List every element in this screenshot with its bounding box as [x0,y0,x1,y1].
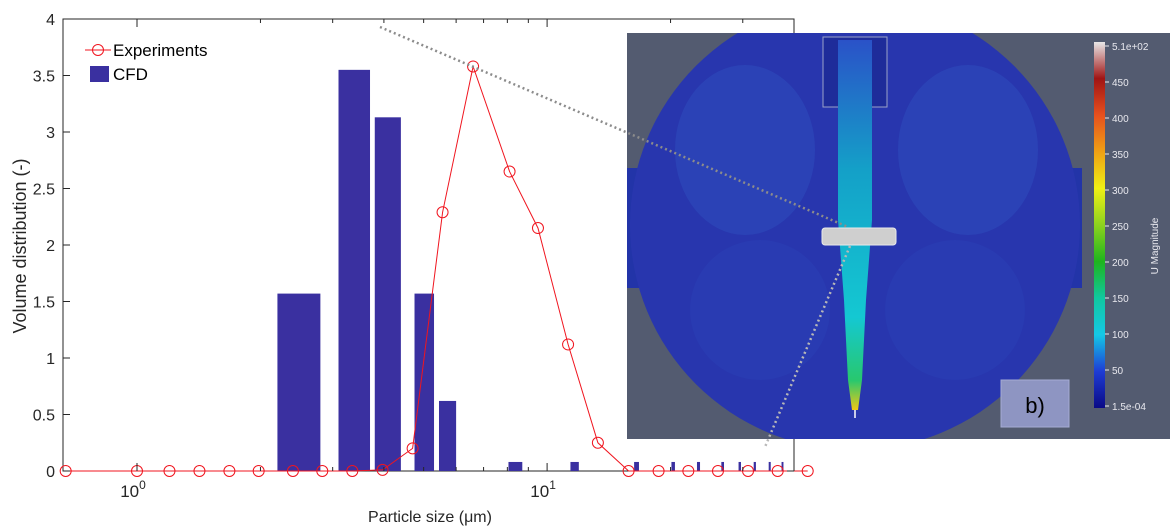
experiments-point-0 [59,465,72,477]
cfd-bar-11 [738,461,741,471]
y-tick-label: 3 [46,125,55,142]
cfd-bar-9 [696,461,701,471]
colorbar-tick-label: 150 [1112,294,1129,305]
cfd-bar-2 [374,117,401,471]
x-axis-ticks: 100 101 [120,19,795,501]
cfd-bar-13 [768,461,771,471]
legend-experiments-label: Experiments [113,41,207,60]
experiments-point-22 [771,465,784,477]
colorbar-tick-label: 200 [1112,258,1129,269]
y-tick-label: 1.5 [33,295,55,312]
legend-experiments-marker [92,44,104,56]
y-tick-label: 0 [46,464,55,481]
cfd-bars [277,69,784,471]
cfd-contour-image [627,33,1170,439]
experiments-point-5 [252,465,265,477]
colorbar-labels: 5.1e+02 450 400 350 300 250 200 150 100 50 1.5e-04 [1105,42,1149,413]
y-axis-label: Volume distribution (-) [10,158,30,333]
cfd-bar-1 [338,69,371,471]
experiments-point-14 [531,222,544,235]
cfd-bar-5 [508,461,523,471]
cfd-bar-3 [414,293,435,471]
experiments-point-6 [286,465,299,477]
experiments-point-15 [562,338,575,351]
colorbar-tick-label: 50 [1112,366,1124,377]
colorbar-title: U Magnitude [1150,217,1161,274]
panel-label-box [1000,379,1070,428]
experiments-point-12 [467,60,480,73]
x-tick-label: 101 [530,478,556,501]
legend-cfd-swatch [90,66,109,82]
experiments-point-2 [163,465,176,477]
colorbar-tick-label: 100 [1112,330,1129,341]
experiments-point-9 [376,463,389,476]
experiments-point-18 [652,465,665,477]
experiments-point-16 [591,436,604,449]
zoom-line-bottom [763,245,852,448]
x-tick-label: 100 [120,478,146,501]
experiments-point-8 [346,465,359,477]
y-tick-label: 2 [46,238,55,255]
experiments-line [65,64,808,472]
y-tick-label: 0.5 [33,408,55,425]
x-axis-label: Particle size (μm) [368,509,492,526]
experiments-point-20 [711,465,724,477]
colorbar-tick-label: 450 [1112,78,1129,89]
colorbar [1094,42,1105,408]
experiments-point-10 [406,442,419,455]
experiments-point-3 [193,465,206,477]
experiments-point-23 [801,465,814,477]
experiments-series [59,60,814,477]
panel-label: b) [1025,393,1045,418]
experiments-point-19 [682,465,695,477]
legend-cfd-label: CFD [113,65,148,84]
y-tick-label: 4 [46,12,55,29]
cfd-bar-14 [781,461,784,471]
y-tick-label: 1 [46,351,55,368]
experiments-point-13 [503,165,516,178]
colorbar-tick-label: 400 [1112,114,1129,125]
legend: Experiments CFD [78,36,218,86]
cfd-bar-4 [438,400,457,471]
experiments-point-11 [436,206,449,219]
cfd-bar-6 [570,461,579,471]
cfd-bar-7 [634,461,639,471]
cfd-bar-10 [721,461,724,471]
experiments-point-7 [316,465,329,477]
cfd-bar-0 [277,293,321,471]
colorbar-tick-label: 1.5e-04 [1112,402,1146,413]
colorbar-tick-label: 300 [1112,186,1129,197]
y-tick-label: 2.5 [33,182,55,199]
experiments-point-17 [622,465,635,477]
cfd-bar-8 [671,461,675,471]
colorbar-tick-label: 350 [1112,150,1129,161]
y-tick-label: 3.5 [33,69,55,86]
cfd-bar-12 [753,461,756,471]
experiments-point-4 [223,465,236,477]
colorbar-tick-label: 250 [1112,222,1129,233]
colorbar-tick-label: 5.1e+02 [1112,42,1149,53]
